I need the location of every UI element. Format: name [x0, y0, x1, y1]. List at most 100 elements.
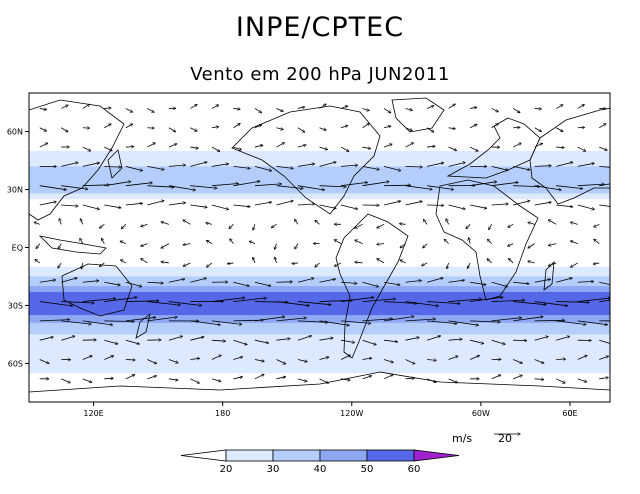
wind-vector [39, 143, 48, 148]
wind-vector [233, 108, 240, 109]
wind-vector [61, 320, 91, 324]
wind-vector [81, 262, 82, 269]
wind-vector [104, 182, 130, 187]
colorbar-segment [319, 449, 368, 462]
colorbar-segment [225, 449, 274, 462]
wind-vector [104, 339, 117, 344]
wind-vector [594, 223, 600, 227]
wind-vector [147, 108, 154, 112]
wind-vector [577, 184, 604, 187]
wind-vector [528, 261, 535, 263]
wind-vector [190, 127, 197, 131]
wind-vector [319, 279, 336, 283]
wind-vector [448, 204, 465, 209]
wind-vector [319, 104, 327, 109]
wind-vector [571, 241, 578, 245]
wind-vector [427, 301, 460, 304]
wind-vector [383, 126, 391, 128]
wind-vector [491, 124, 499, 129]
wind-vector [599, 281, 610, 286]
wind-vector [275, 257, 277, 264]
wind-vector [534, 301, 568, 306]
wind-vector [534, 279, 551, 283]
wind-vector [190, 378, 199, 383]
wind-vector [61, 378, 70, 383]
wind-vector [599, 378, 608, 379]
wind-vector [211, 355, 221, 360]
wind-vector [161, 243, 170, 248]
wind-vector [340, 320, 371, 324]
wind-vector [297, 278, 314, 283]
wind-vector [319, 320, 350, 325]
wind-vector [469, 356, 479, 360]
wind-vector [39, 127, 47, 131]
wind-vector [104, 204, 120, 208]
wind-vector [512, 108, 520, 112]
wind-vector [377, 259, 385, 264]
wind-vector [233, 181, 259, 187]
wind-vector [446, 219, 449, 225]
wind-vector [233, 204, 249, 207]
wind-vector [276, 359, 285, 364]
wind-vector [211, 105, 219, 109]
wind-vector [211, 146, 220, 151]
wind-vector [571, 262, 578, 267]
wind-vector [61, 336, 74, 341]
wind-vector [470, 281, 486, 284]
page-title: INPE/CPTEC [235, 12, 405, 43]
wind-vector [233, 281, 249, 286]
wind-vector [426, 106, 434, 109]
wind-vector [534, 185, 561, 190]
wind-vector [147, 376, 156, 380]
wind-vector [427, 320, 457, 324]
wind-vector [82, 299, 116, 302]
wind-vector [427, 163, 444, 167]
wind-vector [292, 263, 299, 264]
colorbar-label: 40 [314, 464, 327, 475]
colorbar-high-extension [413, 449, 460, 462]
wind-vector [383, 281, 400, 285]
wind-vector [405, 337, 419, 341]
wind-vector [61, 185, 87, 189]
page-subtitle: Vento em 200 hPa JUN2011 [190, 64, 450, 85]
wind-vector [383, 108, 391, 112]
wind-vector [39, 359, 49, 364]
wind-vector [448, 163, 465, 167]
wind-vector [39, 185, 66, 190]
wind-vector [233, 124, 240, 129]
wind-vector [233, 357, 242, 360]
wind-vector [513, 201, 530, 206]
colorbar-label: 20 [220, 464, 233, 475]
wind-vector [211, 320, 242, 325]
wind-vector [594, 239, 600, 244]
wind-vector [207, 241, 213, 244]
wind-vector [427, 360, 436, 361]
x-tick-label: 120W [340, 409, 363, 418]
wind-vector [297, 320, 328, 323]
wind-vector [470, 339, 483, 343]
wind-vector [426, 378, 436, 383]
wind-vector [448, 378, 458, 383]
wind-vector [254, 166, 271, 170]
wind-vector [58, 262, 62, 268]
wind-vector [104, 108, 111, 109]
wind-vector [427, 185, 453, 190]
wind-vector [422, 262, 428, 266]
wind-vector [253, 257, 256, 264]
wind-vector [513, 317, 543, 322]
wind-vector [405, 319, 436, 322]
wind-vector [556, 336, 569, 341]
wind-vector [549, 262, 557, 266]
wind-vector [334, 240, 342, 244]
wind-vector [100, 262, 105, 267]
wind-vector [340, 339, 354, 342]
wind-vector [513, 281, 529, 284]
wind-vector [556, 278, 572, 283]
wind-vector [340, 106, 348, 109]
wind-vector [466, 224, 471, 228]
wind-vector [362, 358, 372, 360]
wind-vector [577, 281, 594, 282]
wind-vector [229, 224, 234, 228]
wind-vector [448, 320, 479, 325]
wind-vector [297, 336, 311, 341]
